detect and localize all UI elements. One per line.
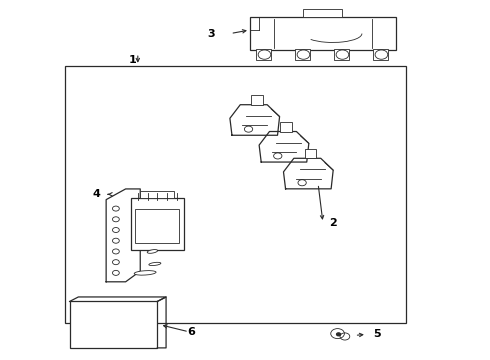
Bar (130, 198, 184, 249)
Bar (303, 9, 343, 18)
Ellipse shape (147, 249, 158, 253)
Bar (334, 49, 349, 60)
Polygon shape (106, 189, 140, 282)
Text: 5: 5 (373, 329, 380, 339)
Bar (140, 192, 174, 198)
Text: 3: 3 (207, 28, 215, 39)
Bar (65, 66, 406, 323)
Bar (280, 122, 292, 131)
Bar (250, 18, 396, 50)
Text: 4: 4 (93, 189, 100, 199)
Bar (294, 49, 310, 60)
Text: 2: 2 (329, 218, 337, 228)
Text: 1: 1 (129, 55, 137, 65)
Bar (70, 301, 157, 348)
Text: 6: 6 (188, 327, 196, 337)
Circle shape (337, 333, 341, 336)
Ellipse shape (134, 271, 156, 275)
Bar (135, 208, 179, 243)
Bar (373, 49, 388, 60)
Ellipse shape (149, 262, 161, 266)
Bar (256, 49, 271, 60)
Bar (251, 95, 263, 105)
Bar (305, 149, 316, 158)
